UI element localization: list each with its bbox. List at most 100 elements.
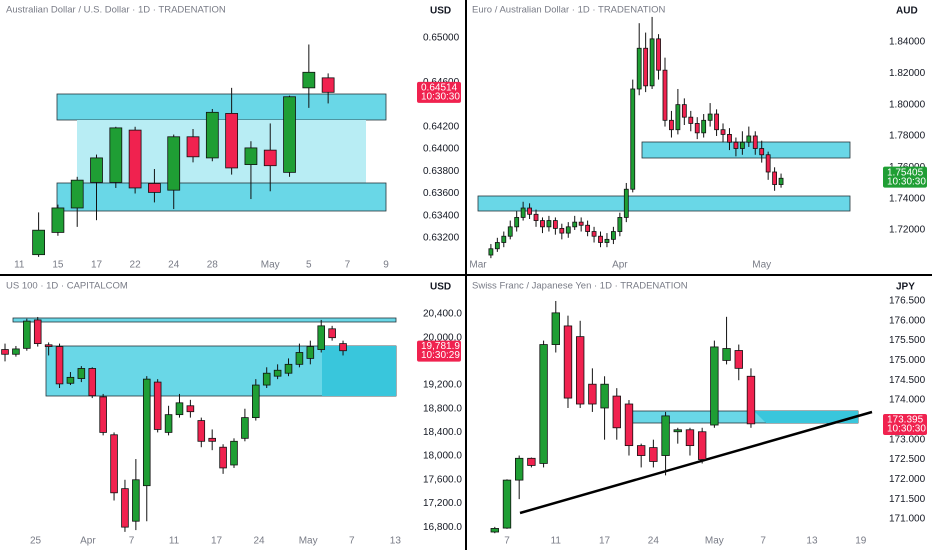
candle-body <box>623 188 629 218</box>
candle-body <box>175 402 184 416</box>
candle-body <box>746 375 756 425</box>
zone <box>56 93 387 121</box>
y-tick-label: 20,000.0 <box>423 332 462 343</box>
candle-body <box>244 147 258 165</box>
candle-body <box>604 238 610 243</box>
y-tick-label: 18,800.0 <box>423 403 462 414</box>
countdown: 10:30:29 <box>421 350 460 361</box>
chart-title: Euro / Australian Dollar · 1D · TRADENAT… <box>472 5 666 16</box>
candle-body <box>88 368 97 397</box>
candle-body <box>110 434 118 494</box>
currency-label: AUD <box>896 6 918 17</box>
y-tick-label: 175.000 <box>889 355 926 366</box>
candle-body <box>520 207 526 218</box>
y-tick-label: 17,200.0 <box>423 498 462 509</box>
candle-body <box>99 396 107 433</box>
candle-body <box>539 344 548 464</box>
candle-body <box>225 113 239 169</box>
x-tick-label: 25 <box>30 536 42 547</box>
x-tick-label: Apr <box>80 536 96 547</box>
x-tick-label: Mar <box>469 260 487 271</box>
x-tick-label: 11 <box>14 260 25 271</box>
y-tick-label: 16,800.0 <box>423 522 462 533</box>
candle-body <box>707 113 713 121</box>
candle-body <box>739 141 745 149</box>
candle-body <box>733 141 739 149</box>
y-tick-label: 1.84000 <box>889 37 926 48</box>
candle-body <box>514 217 520 228</box>
x-tick-label: 17 <box>211 536 223 547</box>
candle-body <box>685 429 695 447</box>
y-tick-label: 0.63800 <box>423 166 460 177</box>
candle-body <box>649 38 655 87</box>
candle-body <box>694 123 700 134</box>
x-tick-label: 24 <box>648 536 660 547</box>
candle-body <box>197 420 206 442</box>
candle-body <box>588 383 597 405</box>
y-tick-label: 174.500 <box>889 375 926 386</box>
candle-body <box>546 220 552 228</box>
candle-body <box>205 111 219 159</box>
y-tick-label: 174.000 <box>889 395 926 406</box>
y-tick-label: 0.65000 <box>423 32 460 43</box>
candle-body <box>649 447 658 462</box>
y-tick-label: 0.63600 <box>423 188 460 199</box>
zone <box>12 317 397 323</box>
candle-body <box>263 149 277 167</box>
y-tick-label: 18,400.0 <box>423 427 462 438</box>
candle-body <box>722 348 731 361</box>
candle-body <box>727 134 732 143</box>
candle-body <box>765 154 771 173</box>
candle-body <box>488 248 494 256</box>
x-tick-label: 17 <box>91 260 103 271</box>
currency-label: JPY <box>896 282 915 293</box>
candle-body <box>295 352 304 365</box>
candle-body <box>66 376 75 384</box>
candle-body <box>51 207 65 233</box>
candle-body <box>591 231 597 237</box>
countdown: 10:30:30 <box>887 424 926 435</box>
candle-body <box>241 417 249 439</box>
candle-body <box>90 157 103 183</box>
x-tick-label: 15 <box>52 260 64 271</box>
candle-body <box>494 242 500 250</box>
candle-body <box>661 415 670 456</box>
candle-body <box>714 113 719 131</box>
candle-body <box>142 378 151 487</box>
x-tick-label: 24 <box>254 536 266 547</box>
candle-body <box>617 217 623 232</box>
zone <box>56 182 387 212</box>
candle-body <box>328 328 336 339</box>
candle-body <box>746 135 752 143</box>
candle-body <box>77 368 86 379</box>
trendline <box>519 410 873 515</box>
x-tick-label: 24 <box>168 260 180 271</box>
candle-body <box>585 224 591 232</box>
chart-title: Australian Dollar / U.S. Dollar · 1D · T… <box>6 5 226 16</box>
y-tick-label: 1.72000 <box>889 225 926 236</box>
x-tick-label: 7 <box>345 260 351 271</box>
candle-body <box>501 235 507 243</box>
y-tick-label: 176.500 <box>889 296 926 307</box>
y-tick-label: 0.63400 <box>423 210 460 221</box>
last-price-tag <box>417 81 461 103</box>
candle-body <box>752 135 758 149</box>
last-price: 19,781.9 <box>421 341 460 352</box>
candle-body <box>153 381 162 430</box>
candle-body <box>132 479 140 522</box>
candle-body <box>710 346 719 426</box>
last-price-tag <box>417 340 461 362</box>
candle-body <box>772 171 778 185</box>
candle-body <box>208 437 216 442</box>
candle-body <box>565 226 571 234</box>
candle-body <box>636 47 642 90</box>
candle-body <box>669 119 674 131</box>
x-tick-label: May <box>705 536 724 547</box>
candle-body <box>167 136 181 191</box>
chart-title: Swiss Franc / Japanese Yen · 1D · TRADEN… <box>472 281 688 292</box>
candle-body <box>12 348 20 355</box>
candle-body <box>128 129 142 189</box>
last-price: 0.64514 <box>421 82 458 93</box>
candle-body <box>681 104 687 118</box>
